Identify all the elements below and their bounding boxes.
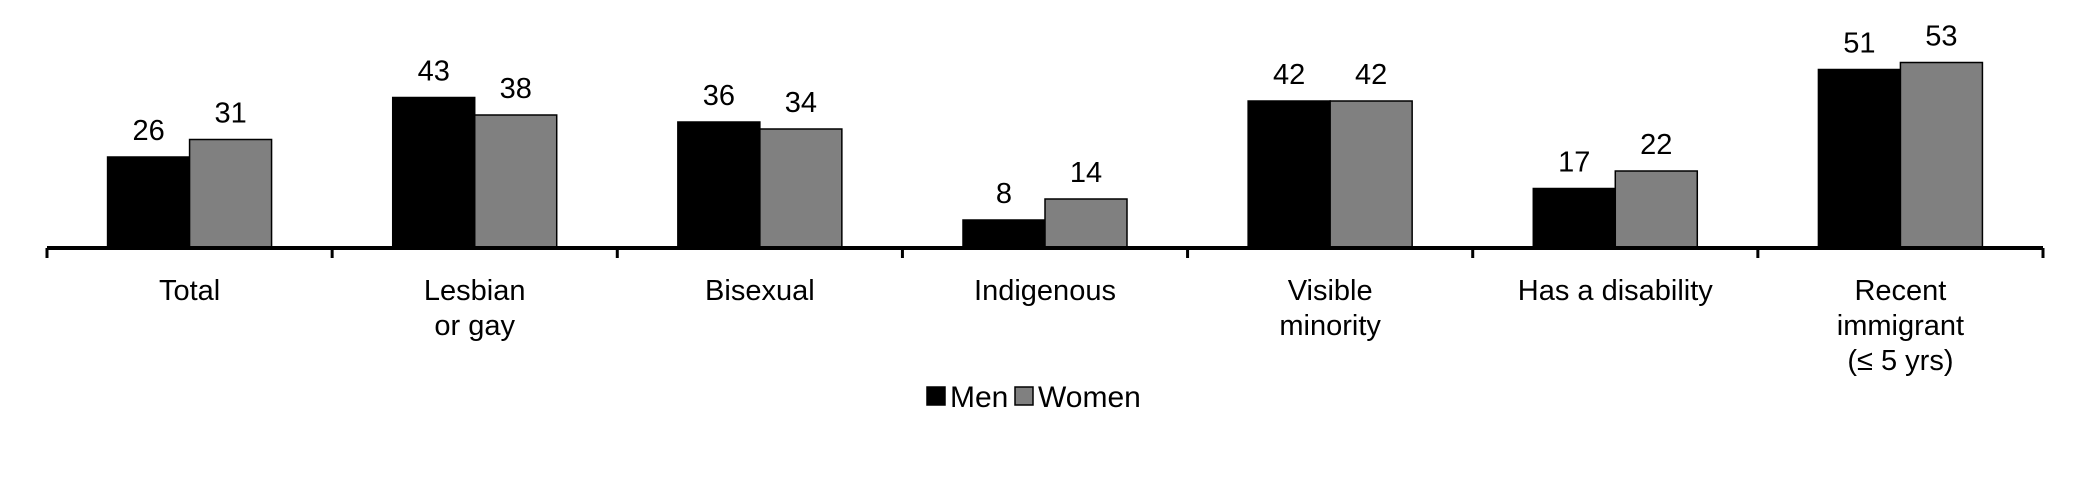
legend-swatch-men	[926, 386, 946, 406]
category-label-4: Visible minority	[1279, 275, 1381, 342]
bar-women-6	[1899, 61, 1984, 249]
value-label-women-4: 42	[1355, 59, 1387, 91]
value-label-women-2: 34	[785, 87, 817, 119]
category-label-1: Lesbian or gay	[424, 275, 526, 342]
value-label-men-6: 51	[1843, 28, 1875, 60]
category-label-6: Recent immigrant (≤ 5 yrs)	[1837, 275, 1964, 377]
legend: Men Women	[926, 381, 1141, 414]
value-label-men-0: 26	[132, 115, 164, 147]
category-label-line: or gay	[434, 310, 515, 342]
category-label-line: minority	[1279, 310, 1381, 342]
value-label-women-6: 53	[1925, 21, 1957, 53]
value-label-men-2: 36	[703, 80, 735, 112]
value-label-men-4: 42	[1273, 59, 1305, 91]
bar-women-3	[1044, 198, 1128, 249]
bar-men-2	[677, 121, 761, 249]
value-label-women-1: 38	[500, 73, 532, 105]
bar-women-0	[188, 138, 273, 249]
x-axis	[45, 246, 2045, 258]
category-label-line: Bisexual	[705, 275, 815, 307]
value-label-men-1: 43	[418, 56, 450, 88]
category-label-2: Bisexual	[705, 275, 815, 307]
bar-women-2	[759, 128, 843, 249]
value-label-women-5: 22	[1640, 129, 1672, 161]
value-label-men-5: 17	[1558, 147, 1590, 179]
value-label-men-3: 8	[996, 178, 1012, 210]
bar-men-4	[1247, 100, 1331, 249]
category-label-5: Has a disability	[1518, 275, 1714, 307]
category-label-3: Indigenous	[974, 275, 1116, 307]
category-label-line: Has a disability	[1518, 275, 1714, 307]
bar-men-6	[1817, 68, 1902, 249]
category-label-line: Recent	[1854, 275, 1946, 307]
category-label-line: Lesbian	[424, 275, 526, 307]
legend-label-women: Women	[1038, 381, 1141, 414]
legend-swatch-women	[1014, 386, 1034, 406]
category-label-0: Total	[159, 275, 220, 307]
value-label-women-0: 31	[214, 98, 246, 130]
bar-men-5	[1532, 187, 1617, 249]
category-labels-group: Total Lesbian or gay Bisexual Indigenous Visi…	[159, 275, 1964, 377]
bar-men-3	[962, 219, 1046, 249]
bar-women-1	[473, 114, 558, 249]
bar-men-1	[391, 96, 476, 249]
category-label-line: Total	[159, 275, 220, 307]
bar-women-4	[1329, 100, 1413, 249]
category-label-line: (≤ 5 yrs)	[1847, 345, 1953, 377]
bar-women-5	[1614, 170, 1699, 249]
bar-men-0	[106, 156, 191, 249]
value-label-women-3: 14	[1070, 157, 1102, 189]
legend-label-men: Men	[950, 381, 1008, 414]
category-label-line: Visible	[1288, 275, 1373, 307]
value-labels-group: 26 31 43 38 36 34 8 14 42 42 17 22 51 53	[132, 21, 1957, 211]
category-label-line: immigrant	[1837, 310, 1964, 342]
bars-group	[106, 61, 1984, 249]
category-label-line: Indigenous	[974, 275, 1116, 307]
